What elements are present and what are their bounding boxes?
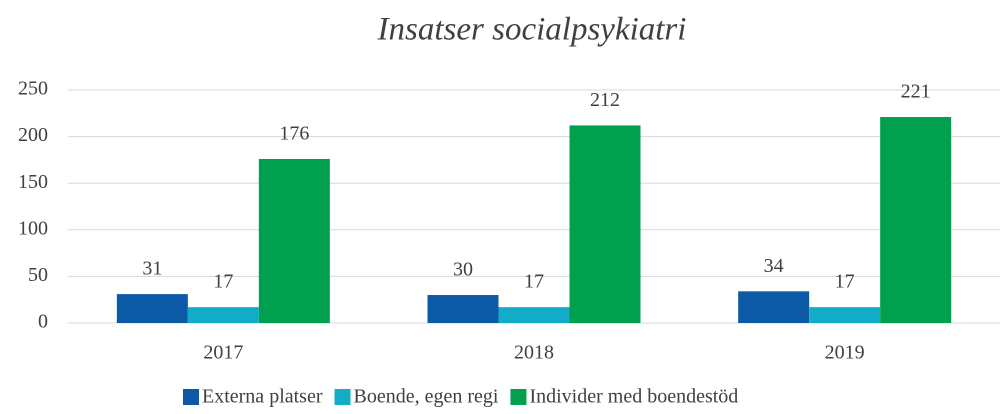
bar bbox=[880, 117, 952, 323]
y-tick-label: 0 bbox=[38, 311, 48, 333]
x-tick-label: 2019 bbox=[825, 342, 865, 364]
x-tick-label: 2018 bbox=[514, 342, 554, 364]
bar bbox=[427, 295, 499, 323]
legend-label: Externa platser bbox=[202, 386, 323, 408]
legend-label: Individer med boendestöd bbox=[529, 386, 738, 408]
value-label: 221 bbox=[901, 81, 931, 103]
bar bbox=[187, 307, 259, 323]
legend-swatch bbox=[183, 389, 199, 405]
value-label: 34 bbox=[764, 255, 784, 277]
legend-label: Boende, egen regi bbox=[354, 386, 499, 408]
bar bbox=[738, 291, 810, 323]
value-label: 212 bbox=[590, 89, 620, 111]
legend-swatch bbox=[334, 389, 351, 405]
chart-title: Insatser socialpsykiatri bbox=[377, 12, 687, 48]
y-tick-label: 50 bbox=[28, 264, 48, 286]
legend-swatch bbox=[510, 389, 527, 405]
y-tick-label: 150 bbox=[18, 171, 48, 193]
bar bbox=[258, 158, 330, 323]
y-tick-label: 200 bbox=[18, 124, 48, 146]
value-label: 17 bbox=[213, 271, 233, 293]
y-tick-label: 100 bbox=[18, 217, 48, 239]
bar bbox=[116, 294, 188, 323]
y-tick-label: 250 bbox=[18, 78, 48, 100]
value-label: 30 bbox=[453, 259, 473, 281]
bar bbox=[569, 125, 641, 323]
value-label: 176 bbox=[279, 123, 309, 145]
value-label: 17 bbox=[835, 271, 855, 293]
value-label: 17 bbox=[524, 271, 544, 293]
bar bbox=[809, 307, 881, 323]
value-label: 31 bbox=[142, 258, 162, 280]
bar bbox=[498, 307, 570, 323]
x-tick-label: 2017 bbox=[203, 342, 243, 364]
